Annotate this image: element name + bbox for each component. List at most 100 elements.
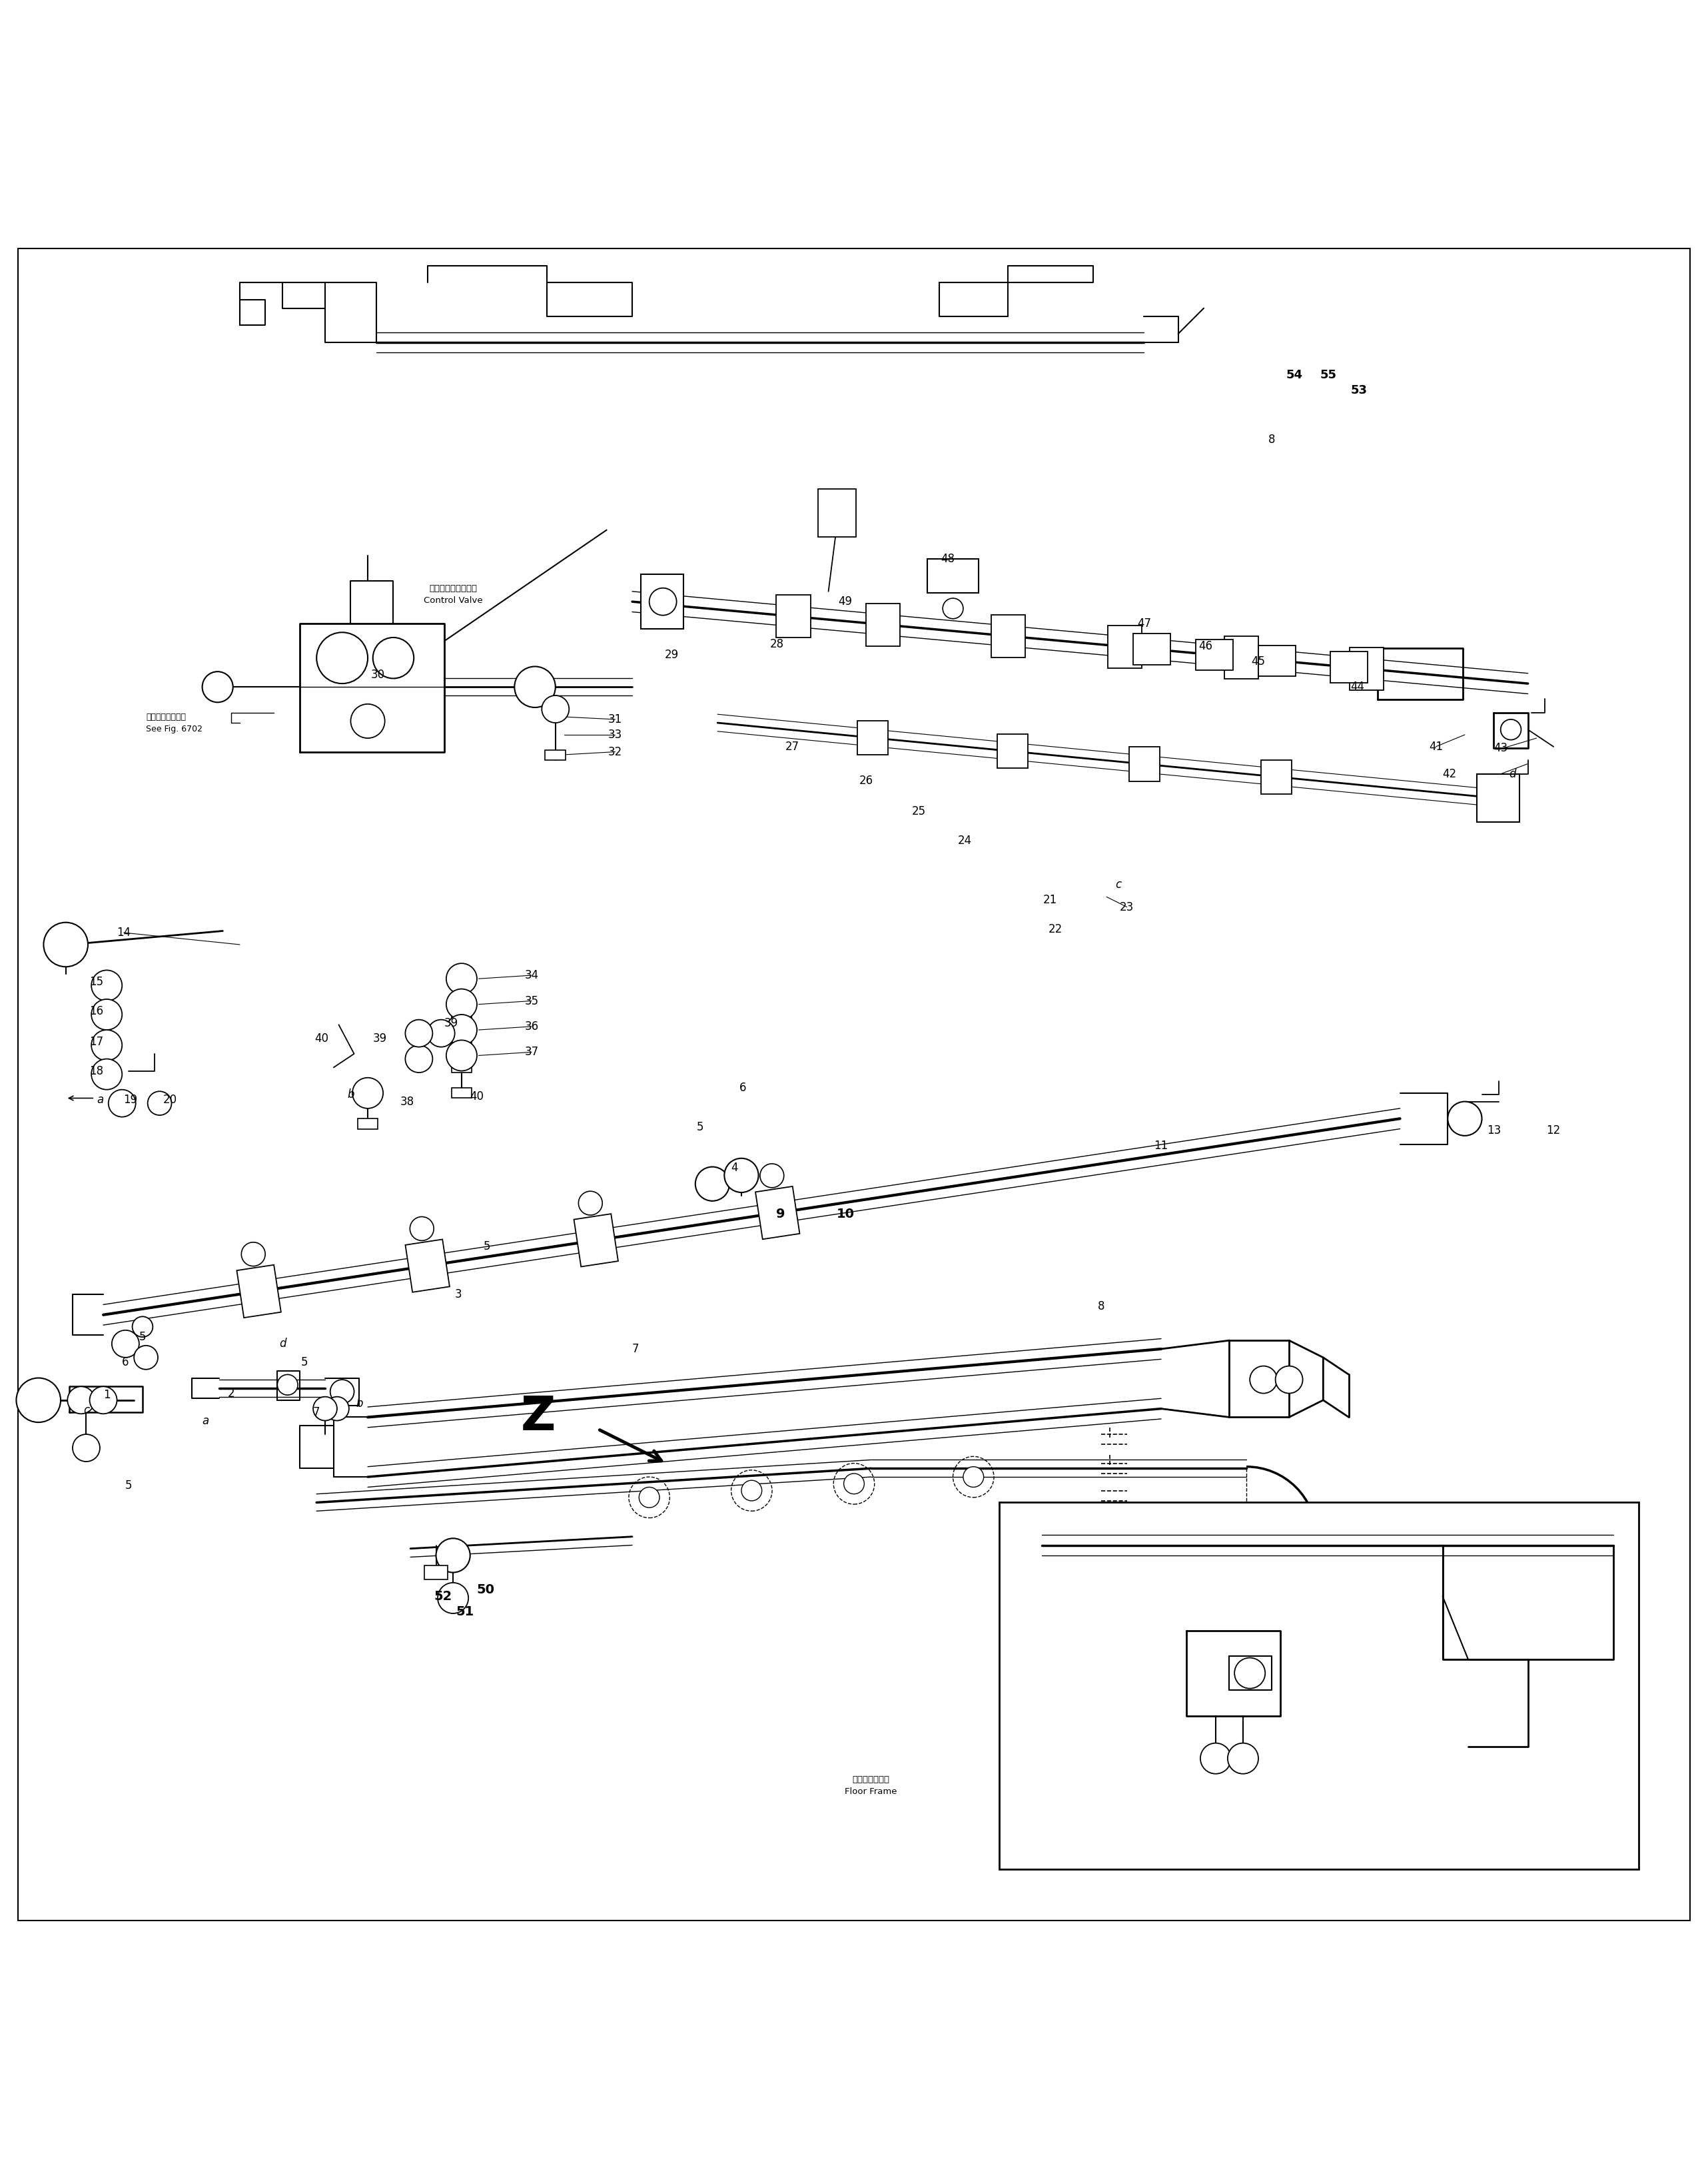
Text: 9: 9	[775, 1208, 786, 1221]
Text: フロアフレーム
Floor Frame: フロアフレーム Floor Frame	[845, 1776, 897, 1796]
Text: 20: 20	[162, 1093, 178, 1106]
Text: a: a	[96, 1093, 102, 1106]
Text: 41: 41	[1430, 740, 1443, 753]
Circle shape	[446, 1041, 477, 1071]
Circle shape	[1501, 720, 1522, 740]
Circle shape	[541, 696, 569, 722]
Text: コントロールバルブ
Control Valve: コントロールバルブ Control Valve	[424, 583, 483, 605]
Circle shape	[1276, 1366, 1303, 1392]
Circle shape	[44, 922, 87, 967]
Text: 55: 55	[1320, 369, 1337, 382]
Circle shape	[649, 588, 676, 616]
Circle shape	[352, 1078, 383, 1108]
Text: 22: 22	[1049, 924, 1062, 935]
Text: 6: 6	[121, 1356, 130, 1369]
Bar	[1331, 653, 1368, 683]
Circle shape	[330, 1379, 354, 1403]
Text: 寒冷地（A）仕様
Cold Weather (A) Spec.: 寒冷地（A）仕様 Cold Weather (A) Spec.	[1213, 1592, 1315, 1614]
Circle shape	[277, 1375, 297, 1395]
Text: 5: 5	[138, 1332, 145, 1343]
Circle shape	[91, 1000, 121, 1030]
Bar	[1196, 640, 1233, 670]
Circle shape	[17, 1377, 61, 1423]
Bar	[451, 1089, 471, 1098]
Bar	[545, 750, 565, 761]
Bar	[357, 1119, 377, 1128]
Text: 15: 15	[89, 976, 104, 989]
Bar	[999, 1503, 1640, 1870]
Bar	[424, 1566, 447, 1579]
Text: 5: 5	[483, 1241, 490, 1252]
Circle shape	[325, 1397, 348, 1421]
Text: 第６７０２図参照
See Fig. 6702: 第６７０２図参照 See Fig. 6702	[145, 711, 203, 733]
Text: 42: 42	[1443, 768, 1457, 781]
Text: 39: 39	[372, 1032, 386, 1045]
Text: 7: 7	[632, 1343, 639, 1356]
Circle shape	[89, 1386, 116, 1414]
Bar	[405, 1238, 449, 1293]
Circle shape	[111, 1330, 138, 1358]
Bar	[866, 603, 900, 646]
Bar	[574, 1215, 618, 1267]
Text: 35: 35	[524, 996, 538, 1006]
Text: 34: 34	[524, 970, 538, 980]
Bar	[1477, 774, 1520, 822]
Text: Z 視
View Z: Z 視 View Z	[1494, 1805, 1527, 1828]
Text: 48: 48	[941, 553, 955, 564]
Circle shape	[695, 1167, 729, 1202]
Bar	[451, 1037, 471, 1048]
Circle shape	[108, 1089, 135, 1117]
Circle shape	[91, 1058, 121, 1089]
Text: 3: 3	[454, 1288, 461, 1301]
Text: 28: 28	[770, 638, 784, 651]
Text: 14: 14	[116, 926, 132, 939]
Circle shape	[437, 1583, 468, 1614]
Bar	[451, 1011, 471, 1022]
Circle shape	[741, 1479, 762, 1501]
Circle shape	[579, 1191, 603, 1215]
Text: 2: 2	[227, 1388, 234, 1399]
Bar	[1225, 636, 1259, 679]
Text: 5: 5	[697, 1121, 704, 1132]
Circle shape	[313, 1397, 336, 1421]
Text: 44: 44	[1351, 681, 1365, 692]
Circle shape	[91, 970, 121, 1000]
Circle shape	[963, 1466, 984, 1488]
Text: 26: 26	[859, 774, 873, 787]
Circle shape	[202, 672, 232, 703]
Circle shape	[410, 1217, 434, 1241]
Text: 23: 23	[1120, 900, 1134, 913]
Circle shape	[91, 1030, 121, 1061]
Bar	[1259, 644, 1296, 677]
Text: c: c	[84, 1403, 89, 1416]
Bar	[818, 488, 856, 536]
Text: 10: 10	[837, 1208, 854, 1221]
Bar	[927, 560, 979, 592]
Text: 11: 11	[1155, 1141, 1168, 1152]
Text: a: a	[202, 1414, 208, 1427]
Text: 16: 16	[89, 1004, 104, 1017]
Circle shape	[436, 1538, 470, 1573]
Text: d: d	[278, 1338, 285, 1349]
Text: 18: 18	[89, 1065, 104, 1076]
Circle shape	[1228, 1744, 1259, 1774]
Bar	[755, 1186, 799, 1238]
Circle shape	[147, 1091, 171, 1115]
Text: 8: 8	[1269, 434, 1276, 445]
Text: b: b	[347, 1089, 354, 1100]
Text: 38: 38	[400, 1095, 413, 1108]
Text: 6: 6	[740, 1082, 746, 1093]
Bar	[451, 1063, 471, 1071]
Circle shape	[514, 666, 555, 707]
Text: 54: 54	[1286, 369, 1303, 382]
Circle shape	[724, 1158, 758, 1193]
Bar	[1108, 625, 1143, 668]
Bar	[991, 614, 1025, 657]
Circle shape	[372, 638, 413, 679]
Circle shape	[943, 599, 963, 618]
Text: Z: Z	[521, 1395, 555, 1440]
Text: 51: 51	[456, 1605, 475, 1618]
Text: 24: 24	[958, 835, 972, 846]
Text: 19: 19	[123, 1093, 138, 1106]
Circle shape	[132, 1317, 152, 1336]
